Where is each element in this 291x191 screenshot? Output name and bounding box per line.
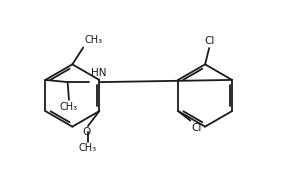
Text: CH₃: CH₃ bbox=[60, 102, 78, 112]
Text: HN: HN bbox=[91, 68, 106, 78]
Text: CH₃: CH₃ bbox=[79, 143, 97, 153]
Text: Cl: Cl bbox=[191, 123, 202, 133]
Text: O: O bbox=[83, 127, 91, 137]
Text: CH₃: CH₃ bbox=[84, 35, 102, 45]
Text: Cl: Cl bbox=[205, 36, 215, 46]
